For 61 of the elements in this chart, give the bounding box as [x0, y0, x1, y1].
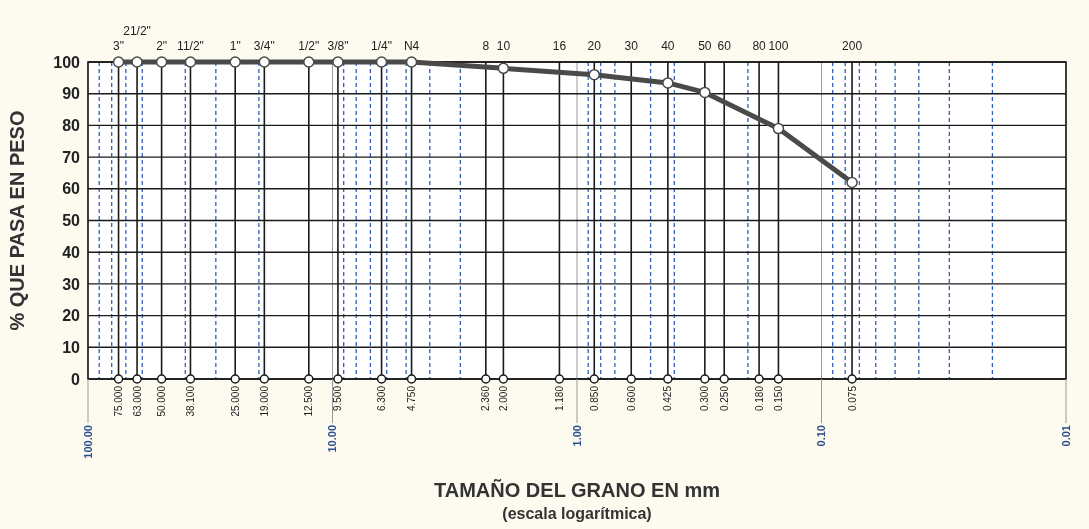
x-tick-label: 100.00 [81, 425, 94, 459]
annotation: 3" [113, 39, 125, 53]
y-tick-label: 30 [62, 275, 81, 293]
ref-line-label: 6.300 [376, 385, 388, 412]
ref-line-label: 9.500 [332, 385, 344, 412]
annotation: 30 [624, 39, 639, 53]
y-tick-label: 90 [62, 85, 81, 103]
y-axis-title: % QUE PASA EN PESO [6, 110, 28, 331]
ref-line-label: 50.000 [156, 385, 168, 417]
annotation: N4 [403, 39, 420, 53]
annotation: 1/2" [298, 39, 320, 53]
y-tick-label: 70 [62, 148, 81, 166]
y-tick-label: 100 [53, 53, 81, 71]
y-tick-label: 50 [62, 212, 81, 230]
annotation: 40 [661, 39, 675, 53]
ref-line-label: 38.100 [184, 385, 196, 417]
annotation: 8 [482, 39, 490, 53]
annotation: 2" [156, 39, 168, 53]
y-tick-label: 10 [62, 338, 81, 356]
text: (escala logarítmica) [502, 505, 652, 522]
x-tick-label: 0.01 [1059, 425, 1072, 447]
annotation: 11/2" [177, 39, 204, 53]
y-tick-label: 80 [62, 117, 81, 134]
annotation: 3/4" [253, 39, 275, 53]
x-tick-label: 0.10 [815, 425, 828, 447]
ref-line-label: 0.300 [699, 385, 711, 412]
annotation: 20 [587, 39, 602, 53]
ref-line-label: 12.500 [303, 385, 315, 417]
annotation: 200 [842, 39, 863, 53]
annotation: 1" [229, 39, 241, 53]
ref-line-label: 63.000 [131, 385, 143, 417]
ref-line-label: 0.075 [846, 385, 858, 412]
annotation: 60 [717, 39, 732, 53]
annotation: 1/4" [371, 39, 393, 53]
annotation: 10 [496, 39, 511, 53]
y-tick-label: 40 [62, 243, 81, 261]
ref-line-label: 4.750 [406, 385, 418, 412]
annotation: 50 [698, 39, 712, 53]
ref-line-label: 0.600 [625, 385, 637, 412]
ref-line-label: 2.360 [480, 385, 492, 412]
annotation: 16 [552, 39, 567, 53]
x-axis-title: TAMAÑO DEL GRANO EN mm [434, 479, 720, 501]
ref-line-label: 0.425 [662, 385, 674, 412]
ref-line-label: 0.150 [772, 385, 784, 412]
ref-line-label: 0.250 [718, 385, 730, 412]
annotation: 3/8" [327, 39, 349, 53]
ref-line-label: 25.000 [229, 385, 241, 417]
x-tick-label: 10.00 [326, 425, 339, 453]
y-tick-label: 20 [62, 307, 81, 325]
annotation: 21/2" [123, 24, 151, 38]
ref-line-label: 0.850 [588, 385, 600, 412]
ref-line-label: 1.180 [553, 385, 565, 412]
y-tick-label: 0 [71, 370, 81, 388]
ref-line-label: 19.000 [258, 385, 270, 417]
y-tick-label: 60 [62, 180, 81, 198]
ref-line-label: 75.000 [113, 385, 125, 417]
ref-line-label: 0.180 [753, 385, 765, 412]
ref-line-label: 2.000 [497, 385, 509, 412]
annotation: 80 [752, 39, 767, 53]
x-tick-label: 1.00 [570, 425, 583, 447]
annotation: 100 [768, 39, 789, 53]
